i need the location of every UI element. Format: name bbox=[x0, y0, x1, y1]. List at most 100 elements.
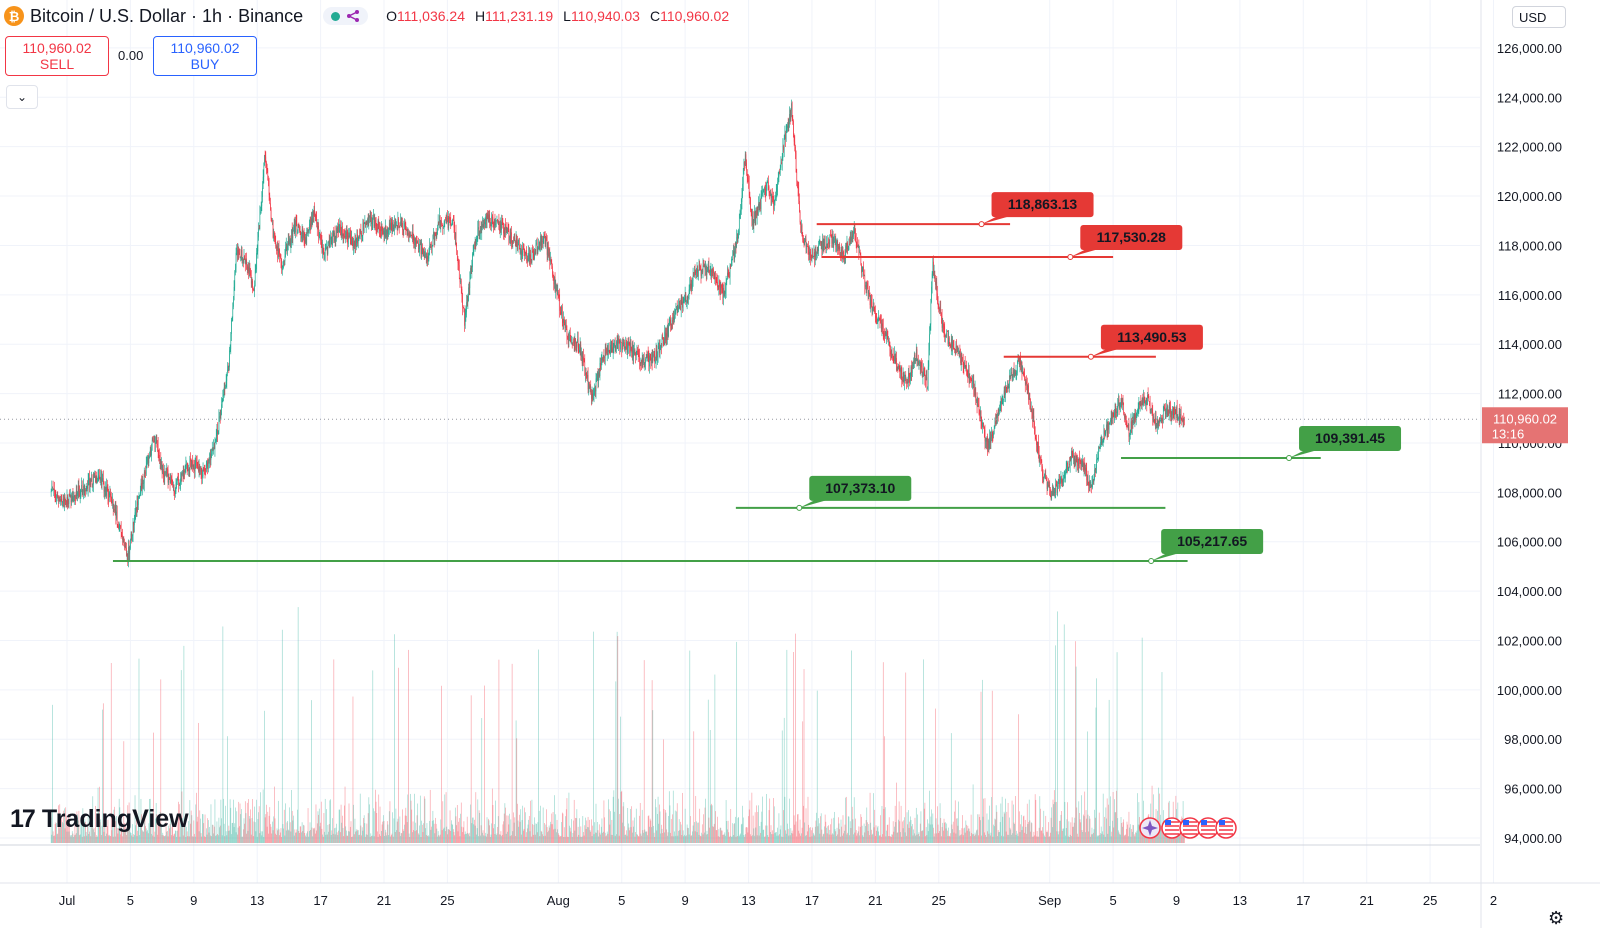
candle-body bbox=[53, 489, 54, 490]
volume-bar bbox=[1002, 817, 1003, 843]
candle-body bbox=[218, 431, 219, 435]
candle-body bbox=[501, 224, 502, 230]
volume-bar bbox=[538, 650, 539, 843]
volume-bar bbox=[1070, 822, 1071, 843]
candle-body bbox=[277, 246, 278, 258]
volume-bar bbox=[405, 816, 406, 843]
volume-bar bbox=[526, 837, 527, 843]
candle-body bbox=[400, 226, 401, 227]
volume-bar bbox=[614, 812, 615, 843]
volume-bar bbox=[267, 812, 268, 843]
volume-bar bbox=[718, 836, 719, 843]
volume-bar bbox=[747, 828, 748, 843]
volume-bar bbox=[576, 818, 577, 843]
candle-body bbox=[901, 372, 902, 379]
candle-body bbox=[851, 237, 852, 242]
candle-body bbox=[444, 220, 445, 225]
candle-body bbox=[408, 233, 409, 236]
candle-body bbox=[520, 248, 521, 253]
volume-bar bbox=[604, 800, 605, 843]
volume-bar bbox=[189, 836, 190, 843]
candle-body bbox=[586, 373, 587, 374]
volume-bar bbox=[843, 833, 844, 843]
volume-bar bbox=[1005, 799, 1006, 843]
candle-body bbox=[248, 267, 249, 271]
candle-body bbox=[96, 476, 97, 482]
candle-body bbox=[285, 247, 286, 256]
candle-body bbox=[1099, 447, 1100, 448]
volume-bar bbox=[318, 811, 319, 843]
candle-body bbox=[1010, 376, 1011, 378]
candle-body bbox=[629, 342, 630, 345]
candle-body bbox=[837, 241, 838, 247]
candle-body bbox=[193, 464, 194, 466]
candle-body bbox=[69, 494, 70, 496]
candle-body bbox=[173, 485, 174, 486]
candle-body bbox=[344, 236, 345, 237]
volume-bar bbox=[545, 836, 546, 843]
candle-body bbox=[217, 430, 218, 434]
volume-bar bbox=[330, 799, 331, 843]
candle-body bbox=[504, 233, 505, 234]
candle-body bbox=[670, 320, 671, 324]
volume-bar bbox=[281, 828, 282, 843]
candle-body bbox=[115, 504, 116, 510]
volume-bar bbox=[602, 818, 603, 843]
candle-body bbox=[1012, 372, 1013, 378]
candle-body bbox=[419, 244, 420, 248]
volume-bar bbox=[780, 829, 781, 843]
volume-bar bbox=[219, 827, 220, 843]
candle-body bbox=[608, 350, 609, 352]
volume-bar bbox=[880, 835, 881, 843]
candle-body bbox=[563, 319, 564, 322]
candle-body bbox=[479, 234, 480, 236]
candle-body bbox=[487, 214, 488, 216]
volume-bar bbox=[262, 831, 263, 843]
candle-body bbox=[544, 234, 545, 239]
candle-body bbox=[138, 497, 139, 505]
candle-body bbox=[318, 226, 319, 237]
candle-body bbox=[100, 477, 101, 481]
candle-body bbox=[310, 224, 311, 225]
volume-bar bbox=[528, 825, 529, 843]
volume-bar bbox=[421, 821, 422, 843]
volume-bar bbox=[831, 819, 832, 843]
candle-body bbox=[267, 170, 268, 180]
candle-body bbox=[654, 355, 655, 356]
candle-body bbox=[940, 309, 941, 311]
volume-bar bbox=[993, 825, 994, 843]
volume-bar bbox=[506, 815, 507, 843]
candle-body bbox=[242, 260, 243, 261]
candle-body bbox=[740, 211, 741, 215]
volume-bar bbox=[782, 730, 783, 843]
candle-body bbox=[881, 322, 882, 329]
volume-bar bbox=[190, 824, 191, 843]
volume-bar bbox=[756, 805, 757, 843]
volume-bar bbox=[654, 833, 655, 843]
candle-body bbox=[707, 270, 708, 275]
candle-body bbox=[338, 224, 339, 232]
volume-bar bbox=[524, 829, 525, 843]
volume-bar bbox=[559, 837, 560, 843]
candle-body bbox=[1019, 361, 1020, 365]
volume-bar bbox=[740, 833, 741, 843]
candle-body bbox=[648, 354, 649, 357]
volume-bar bbox=[386, 835, 387, 843]
candle-body bbox=[1031, 409, 1032, 410]
volume-bar bbox=[842, 836, 843, 843]
volume-bar bbox=[434, 824, 435, 843]
volume-bar bbox=[998, 832, 999, 843]
candle-body bbox=[622, 343, 623, 351]
volume-bar bbox=[470, 805, 471, 843]
candle-body bbox=[703, 265, 704, 272]
volume-bar bbox=[714, 824, 715, 843]
candle-body bbox=[507, 229, 508, 232]
candle-body bbox=[884, 336, 885, 337]
volume-bar bbox=[746, 827, 747, 843]
volume-bar bbox=[879, 836, 880, 843]
candle-body bbox=[709, 265, 710, 270]
candle-body bbox=[591, 391, 592, 399]
candle-body bbox=[112, 501, 113, 504]
candle-body bbox=[389, 223, 390, 228]
